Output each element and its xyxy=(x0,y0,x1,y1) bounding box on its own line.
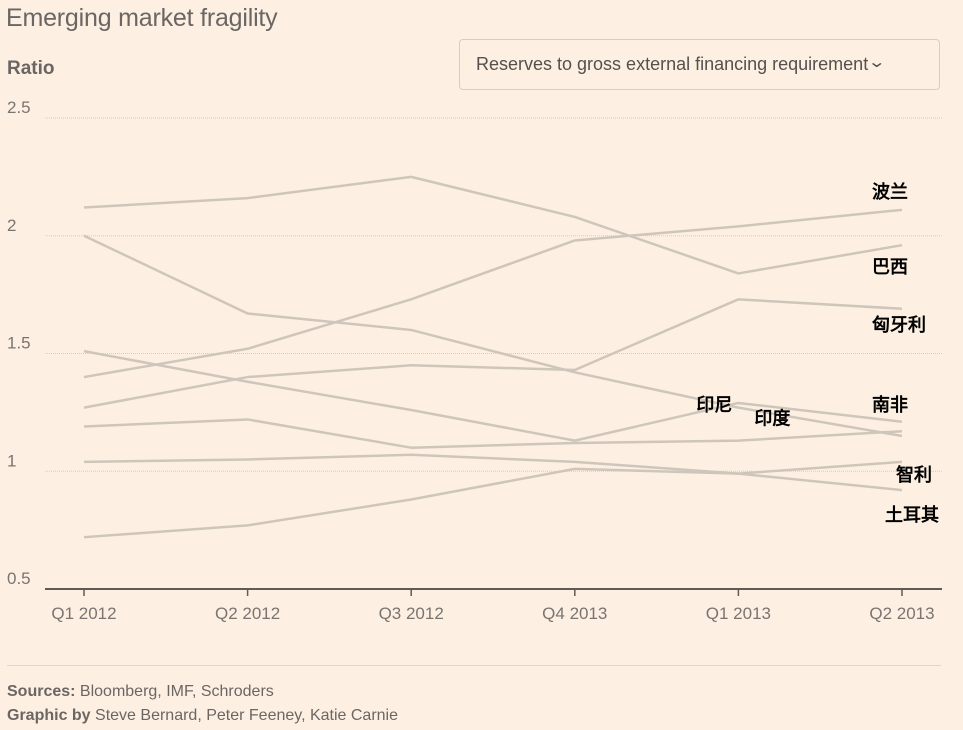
dropdown-selected-value: Reserves to gross external financing req… xyxy=(476,54,869,74)
x-tick-label: Q2 2012 xyxy=(215,604,280,623)
x-tick-label: Q1 2013 xyxy=(706,604,771,623)
footer-divider xyxy=(7,665,941,666)
y-tick-label: 2 xyxy=(7,216,16,235)
series-label: 印度 xyxy=(754,408,791,430)
series-label: 智利 xyxy=(896,464,932,486)
y-axis-label: Ratio xyxy=(7,58,55,79)
graphic-by-text: Steve Bernard, Peter Feeney, Katie Carni… xyxy=(95,707,399,724)
series-label: 南非 xyxy=(872,394,908,416)
series-line[interactable] xyxy=(83,418,903,449)
sources-label: Sources: xyxy=(7,683,76,700)
gridlines xyxy=(45,117,942,472)
x-tick-label: Q3 2012 xyxy=(379,604,444,623)
x-tick-label: Q4 2013 xyxy=(542,604,607,623)
series-line[interactable] xyxy=(83,208,903,379)
line-chart: 0.5 1 1.5 2 2.5 Q1 2012 Q2 2012 Q3 2012 Q4 2013… xyxy=(7,98,942,623)
x-tick-label: Q1 2012 xyxy=(51,604,116,623)
series-line[interactable] xyxy=(83,349,903,442)
series-label: 波兰 xyxy=(872,181,908,203)
x-axis: Q1 2012 Q2 2012 Q3 2012 Q4 2013 Q1 2013 Q2 20… xyxy=(45,588,942,623)
credits-line: Graphic by Steve Bernard, Peter Feeney, … xyxy=(7,707,398,725)
series-label: 土耳其 xyxy=(885,505,939,526)
series-line[interactable] xyxy=(83,234,903,438)
metric-dropdown[interactable]: Reserves to gross external financing req… xyxy=(459,39,940,90)
graphic-by-label: Graphic by xyxy=(7,707,91,724)
series-label: 印尼 xyxy=(696,395,732,416)
y-tick-label: 1.5 xyxy=(7,334,31,353)
sources-text: Bloomberg, IMF, Schroders xyxy=(79,683,274,700)
series-label: 匈牙利 xyxy=(872,314,926,336)
sources-line: Sources: Bloomberg, IMF, Schroders xyxy=(7,683,274,701)
series-label: 巴西 xyxy=(872,257,908,278)
series-line[interactable] xyxy=(83,460,903,539)
chevron-down-icon[interactable]: ⌄ xyxy=(867,53,887,71)
series-line[interactable] xyxy=(83,453,903,492)
y-tick-label: 1 xyxy=(7,451,16,470)
y-tick-label: 0.5 xyxy=(7,569,31,588)
x-tick-label: Q2 2013 xyxy=(869,604,934,623)
series-line[interactable] xyxy=(83,175,903,275)
series-line[interactable] xyxy=(83,298,903,409)
series-lines xyxy=(83,175,903,539)
y-tick-label: 2.5 xyxy=(7,98,31,117)
y-axis-ticks: 0.5 1 1.5 2 2.5 xyxy=(7,98,31,588)
chart-title: Emerging market fragility xyxy=(6,4,278,32)
